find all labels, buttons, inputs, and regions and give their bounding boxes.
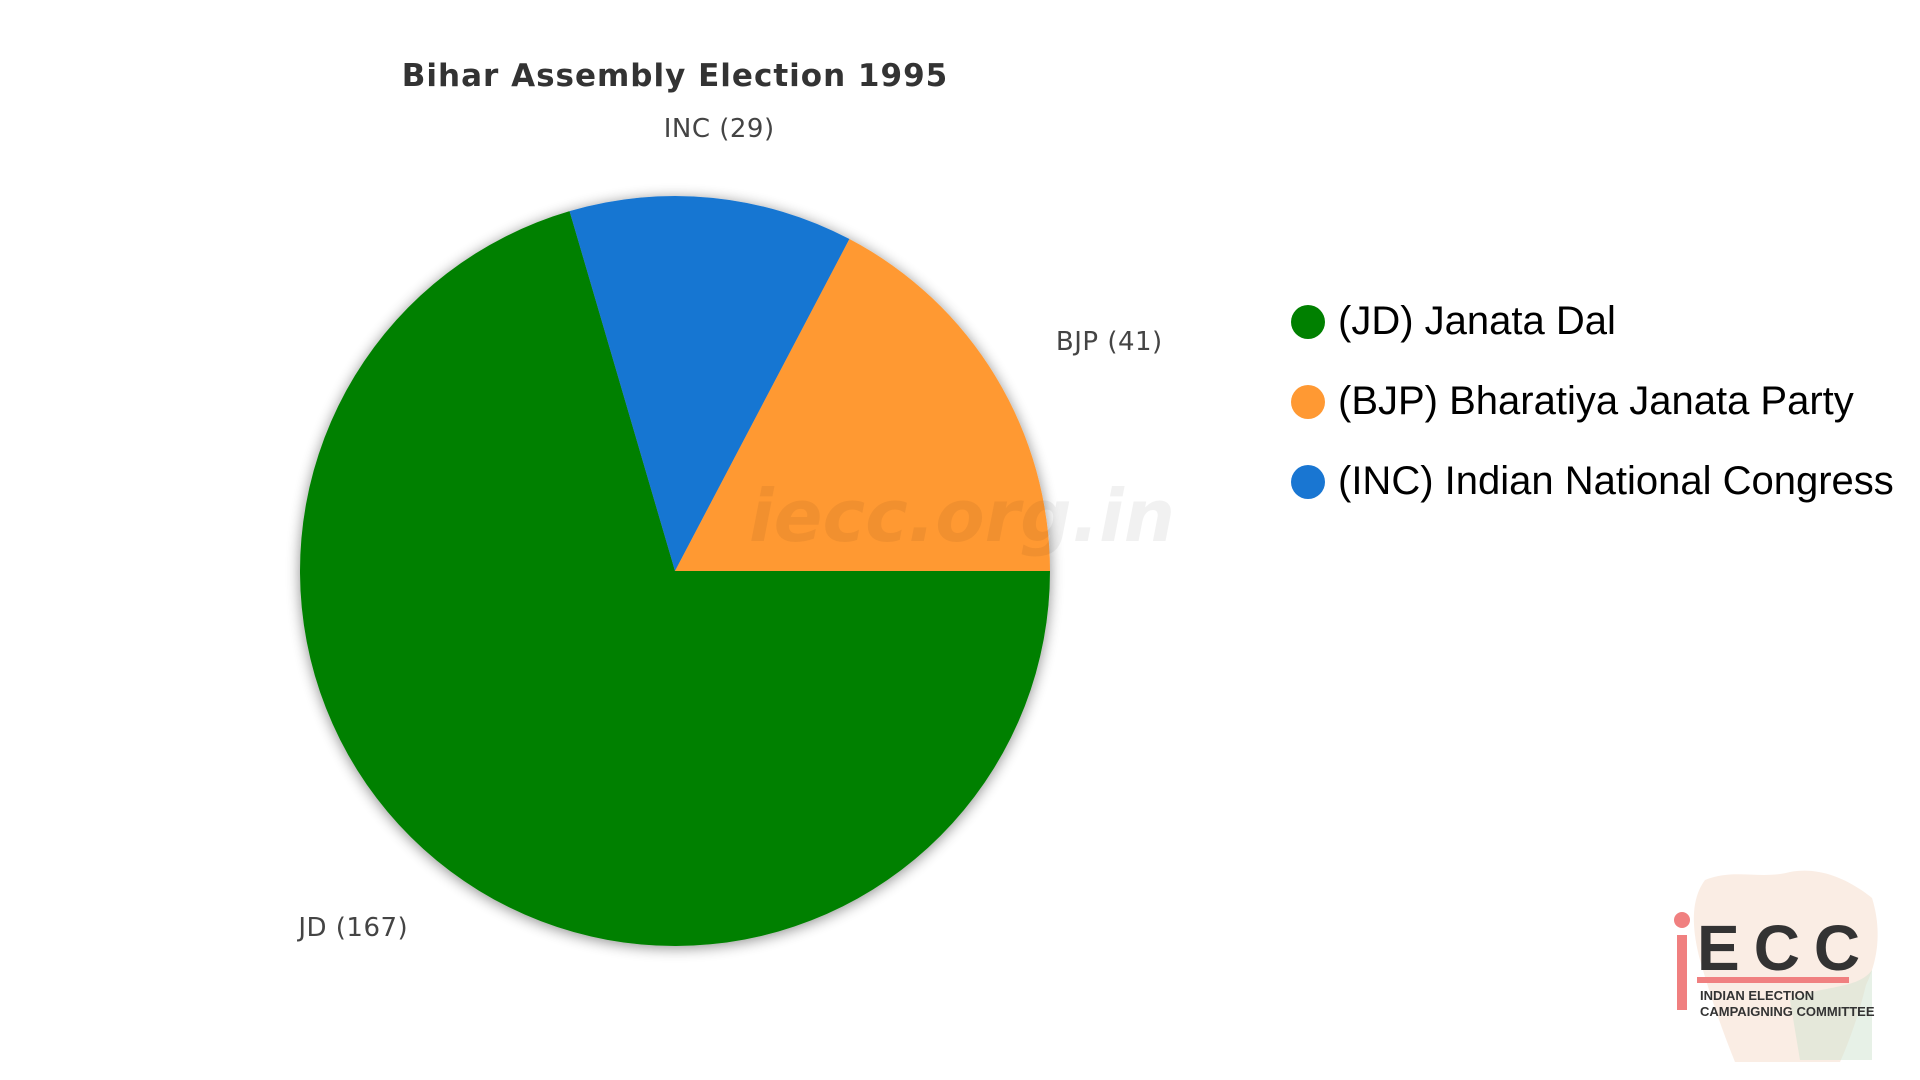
watermark: iecc.org.in [749,474,1175,558]
legend-item-inc: (INC) Indian National Congress [1291,459,1894,503]
logo-underline [1697,977,1849,983]
slice-labels: JD (167) INC (29) BJP (41) [296,114,1162,943]
legend-item-jd: (JD) Janata Dal [1291,299,1616,343]
iecc-logo: ECC INDIAN ELECTION CAMPAIGNING COMMITTE… [1674,870,1878,1062]
legend-label-bjp: (BJP) Bharatiya Janata Party [1338,379,1854,423]
logo-green-band [1790,970,1872,1060]
logo-line1: INDIAN ELECTION [1700,988,1814,1003]
slice-label-bjp: BJP (41) [1056,327,1163,357]
pie [300,196,1050,947]
legend-label-inc: (INC) Indian National Congress [1338,459,1894,503]
logo-line2: CAMPAIGNING COMMITTEE [1700,1004,1875,1019]
logo-ecc-text: ECC [1697,912,1874,984]
legend-swatch-inc [1291,465,1325,499]
pie-slice-inc [569,196,850,572]
pie-slice-jd [300,211,1050,947]
slice-label-jd: JD (167) [296,913,408,943]
legend: (JD) Janata Dal (BJP) Bharatiya Janata Pa… [1291,299,1894,503]
legend-swatch-jd [1291,305,1325,339]
slice-label-inc: INC (29) [664,114,775,144]
logo-i-stem [1677,935,1687,1010]
chart-title: Bihar Assembly Election 1995 [402,58,948,94]
pie-slice-bjp [675,239,1050,571]
legend-label-jd: (JD) Janata Dal [1338,299,1616,343]
logo-i-dot [1674,912,1690,928]
legend-item-bjp: (BJP) Bharatiya Janata Party [1291,379,1854,423]
legend-swatch-bjp [1291,385,1325,419]
